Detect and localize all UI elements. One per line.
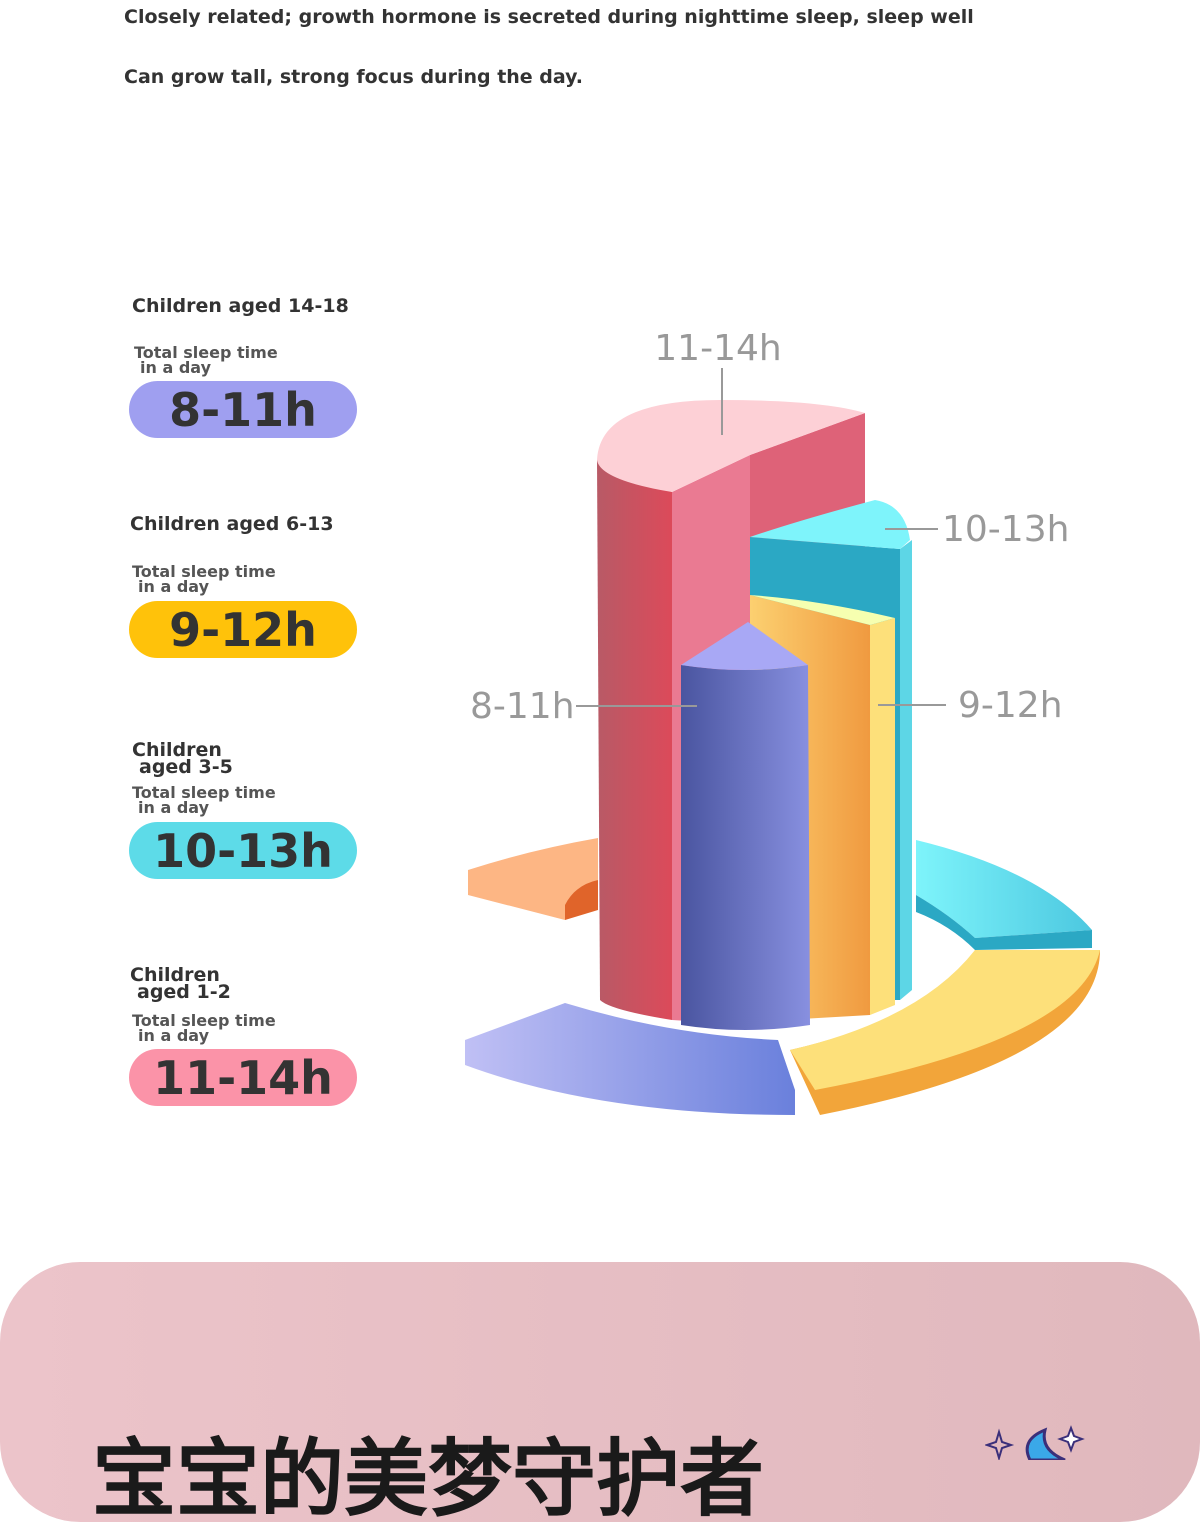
hours-pill: 10-13h (129, 822, 357, 879)
moon (1025, 1427, 1066, 1460)
cylinder-top (597, 400, 865, 492)
title-line: aged 3-5 (139, 756, 233, 778)
caption-line: Total sleep time (132, 1011, 276, 1030)
title-line: Children aged 6-13 (130, 513, 334, 535)
group-title: Children aged 6-13 (130, 513, 334, 535)
caption-line: Total sleep time (132, 562, 276, 581)
group-caption: Total sleep time in a day (132, 783, 276, 817)
ring-edge (565, 880, 598, 920)
hours-pill: 11-14h (129, 1049, 357, 1106)
hours-pill: 9-12h (129, 601, 357, 658)
cylinder-face (870, 618, 895, 1015)
group-title: Children aged 3-5 (132, 739, 233, 778)
title-line: Children (130, 964, 220, 986)
cylinder-graphic: 11-14h 10-13h 9-12h 8-11h (465, 328, 1100, 1115)
title-line: aged 1-2 (137, 981, 231, 1003)
star (985, 1428, 1015, 1460)
intro-line: Can grow tall, strong focus during the d… (124, 66, 584, 88)
chart-label: 10-13h (942, 509, 1069, 550)
cylinder-top (750, 500, 910, 549)
chart-label: 11-14h (654, 328, 781, 369)
cylinder-face (900, 540, 912, 1000)
ring-segment (790, 950, 1100, 1090)
group-caption: Total sleep time in a day (134, 343, 278, 377)
moon-icon (985, 1425, 1085, 1460)
cylinder-face (681, 665, 810, 1030)
group-title: Children aged 14-18 (132, 295, 349, 317)
group-caption: Total sleep time in a day (132, 562, 276, 596)
title-line: Children (132, 739, 222, 761)
group-title: Children aged 1-2 (130, 964, 231, 1003)
group-caption: Total sleep time in a day (132, 1011, 276, 1045)
intro-line: Closely related; growth hormone is secre… (124, 6, 974, 28)
ring-segment (465, 1003, 795, 1115)
caption-line: in a day (138, 798, 209, 817)
chart-label: 9-12h (958, 685, 1063, 726)
caption-line: Total sleep time (132, 783, 276, 802)
title-line: Children aged 14-18 (132, 295, 349, 317)
hours-pill: 8-11h (129, 381, 357, 438)
ring-segment (916, 840, 1092, 938)
page: Closely related; growth hormone is secre… (0, 6, 1200, 1528)
banner-title: 宝宝的美梦守护者 (92, 1430, 765, 1528)
cylinder-top (750, 595, 895, 625)
cylinder-top (681, 622, 808, 670)
star (1057, 1425, 1085, 1453)
caption-line: in a day (140, 358, 211, 377)
chart-label: 8-11h (470, 686, 575, 727)
ring-segment (468, 838, 598, 920)
caption-line: in a day (138, 577, 209, 596)
caption-line: in a day (138, 1026, 209, 1045)
caption-line: Total sleep time (134, 343, 278, 362)
ring-edge (916, 895, 1092, 950)
cylinder-face (597, 460, 672, 1020)
